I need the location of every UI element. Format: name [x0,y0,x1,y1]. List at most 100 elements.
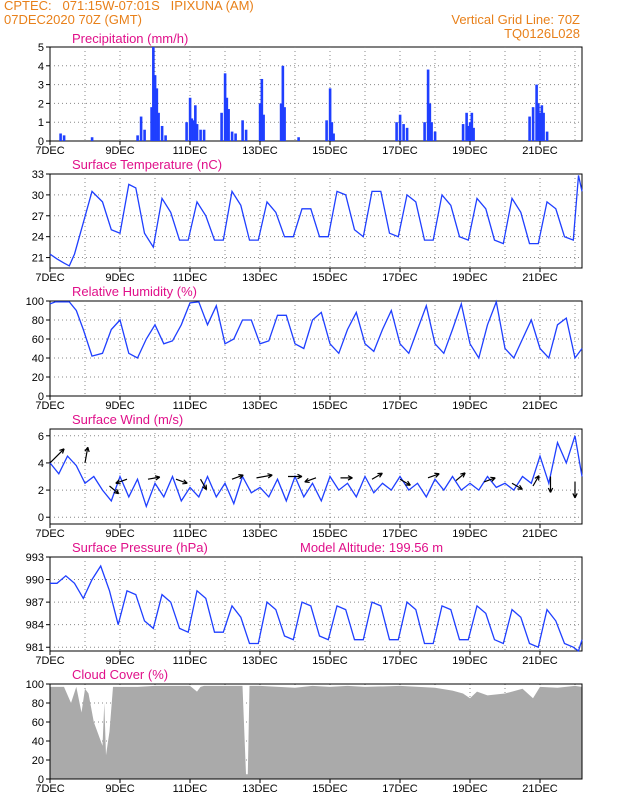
precip-bar [428,103,432,141]
wind-ytick-label: 6 [38,431,44,443]
precip-bar [164,135,167,141]
rh-series-line [49,299,583,360]
wind-xtick-label: 9DEC [105,528,134,540]
precip-bar [398,114,402,141]
wind-series-line [49,435,583,509]
precip-bar [225,97,229,141]
pres-xtick-label: 21DEC [522,655,558,667]
temp-ytick-label: 30 [32,190,44,202]
pres-xtick-label: 11DEC [173,655,208,667]
wind-arrow [115,478,128,485]
precip-bar [152,47,155,141]
rh-ytick-label: 60 [32,334,44,346]
wind-xtick-label: 13DEC [242,528,278,540]
precip-bar [153,75,157,141]
precip-bar [472,127,475,141]
wind-arrow [547,476,554,493]
pres-annotation: Model Altitude: 199.56 m [300,540,443,555]
precip-bar [190,118,194,141]
cloud-ytick-label: 0 [38,774,44,786]
precip-bar [262,114,265,141]
precip-ytick-label: 2 [38,98,44,110]
wind-title: Surface Wind (m/s) [72,412,183,427]
precip-bar [59,133,62,141]
precip-bar [155,88,159,141]
temp-ytick-label: 24 [32,232,44,244]
wind-arrow [340,475,353,481]
precip-bar [234,133,237,141]
wind-arrow [288,473,303,480]
precip-xtick-label: 21DEC [522,145,558,157]
cloud-xtick-label: 9DEC [105,783,134,795]
wind-arrow [511,482,523,490]
wind-arrow [483,476,496,483]
rh-panel [46,299,583,400]
precip-bar [430,122,433,141]
wind-arrow [427,472,440,479]
precip-bar [258,103,262,141]
wind-xtick-label: 21DEC [522,528,558,540]
temp-ytick-label: 27 [32,211,44,223]
temp-xtick-label: 11DEC [173,272,208,284]
precip-bar [395,122,398,141]
wind-arrow [147,475,161,481]
rh-xtick-label: 15DEC [312,400,348,412]
temp-title: Surface Temperature (nC) [72,157,222,172]
precip-bar [188,97,192,141]
cloud-ytick-label: 80 [32,698,44,710]
precip-bar [465,112,468,141]
precip-bar [62,135,66,141]
precip-xtick-label: 13DEC [242,145,278,157]
wind-frame [49,428,583,525]
precip-bar [136,135,139,141]
precip-bar [195,124,199,141]
precip-bar [241,120,244,141]
cloud-xtick-label: 21DEC [522,783,558,795]
temp-xtick-label: 13DEC [242,272,278,284]
precip-bar [202,129,206,141]
precip-frame [49,46,583,142]
temp-series-line [49,175,583,267]
cloud-xtick-label: 7DEC [35,783,64,795]
cloud-xtick-label: 17DEC [382,783,418,795]
cloud-title: Cloud Cover (%) [72,667,168,682]
precip-bar [542,112,545,141]
wind-arrow [455,472,466,482]
pres-frame [49,556,583,652]
precip-bar [325,120,328,141]
precip-bar [423,122,426,141]
temp-ytick-label: 33 [32,169,44,181]
pres-xtick-label: 7DEC [35,655,64,667]
pres-ytick-label: 990 [26,575,44,587]
cloud-xtick-label: 15DEC [312,783,348,795]
precip-ytick-label: 3 [38,80,44,92]
precip-bar [297,137,300,141]
rh-title: Relative Humidity (%) [72,284,197,299]
precip-ytick-label: 4 [38,61,44,73]
precip-bar [260,78,264,141]
precip-bar [330,122,334,141]
wind-arrow [84,446,90,464]
precip-bar [281,65,285,141]
precip-bar [157,112,160,141]
rh-frame [49,300,583,397]
cloud-ytick-label: 40 [32,736,44,748]
precip-bar [227,109,230,141]
wind-xtick-label: 17DEC [382,528,418,540]
cloud-panel [46,683,583,783]
cloud-ytick-label: 100 [26,679,44,691]
wind-ytick-label: 4 [38,458,44,470]
wind-arrow [532,475,540,487]
precip-bar [531,107,535,141]
precip-xtick-label: 19DEC [452,145,488,157]
precip-bar [192,120,195,141]
header-model-id: TQ0126L028 [504,26,580,41]
wind-arrow [175,478,188,485]
precip-bar [467,125,470,141]
cloud-area [50,685,582,779]
rh-xtick-label: 11DEC [173,400,208,412]
rh-ytick-label: 0 [38,391,44,403]
rh-xtick-label: 21DEC [522,400,558,412]
wind-ytick-label: 0 [38,512,44,524]
wind-arrow [231,474,244,480]
